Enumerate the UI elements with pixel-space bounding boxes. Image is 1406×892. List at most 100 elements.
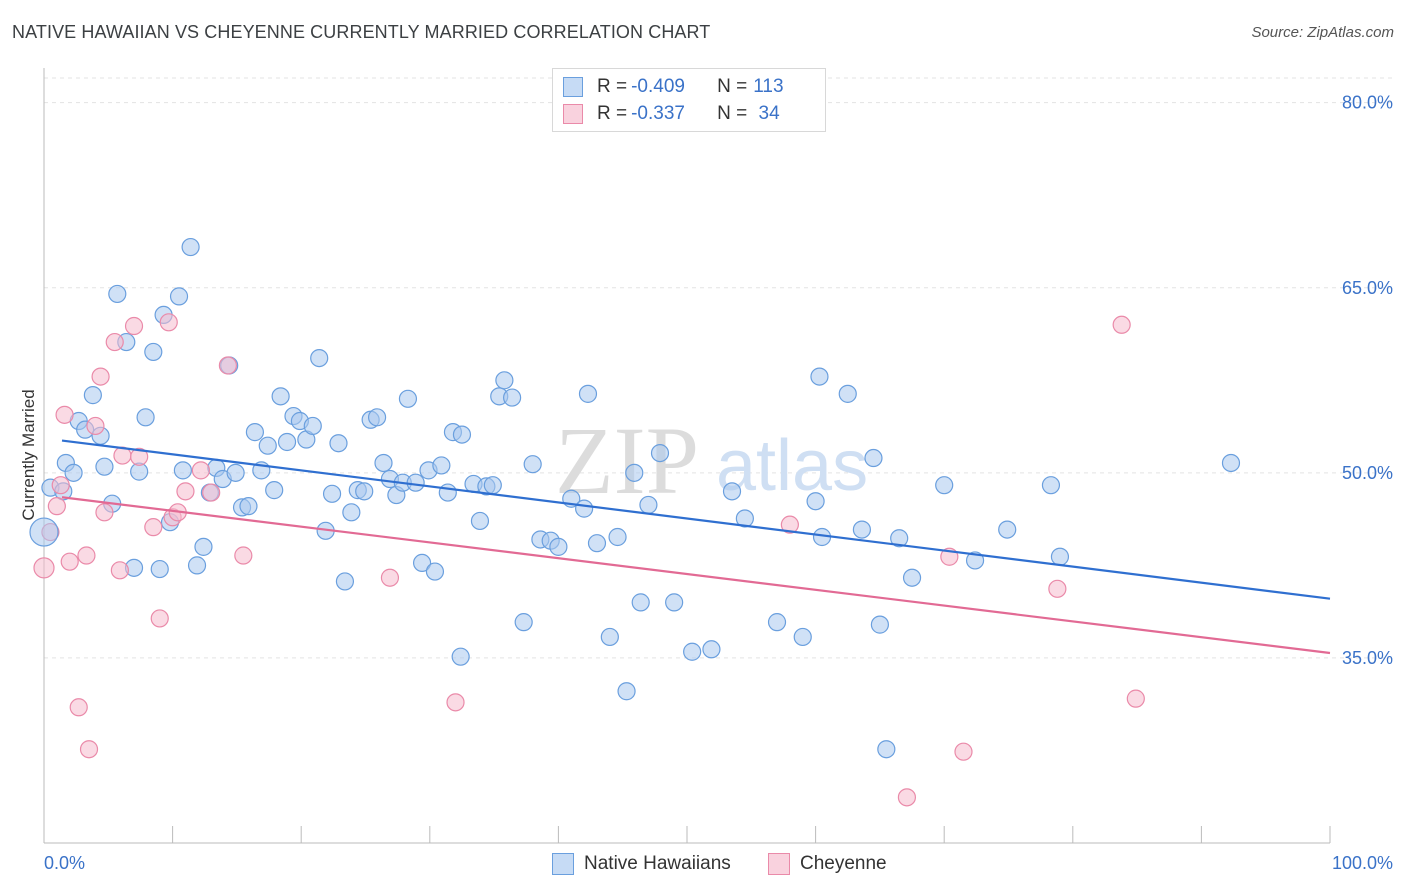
native-hawaiian-point — [432, 456, 451, 475]
native-hawaiian-point — [367, 408, 387, 427]
x-tick-label: 100.0% — [1332, 853, 1393, 873]
native-hawaiian-point — [735, 509, 754, 528]
native-hawaiian-point — [1041, 476, 1061, 495]
native-hawaiian-point — [902, 568, 922, 587]
native-hawaiian-point — [144, 342, 163, 362]
native-hawaiian-point — [187, 556, 207, 575]
native-hawaiian-point — [412, 553, 432, 573]
cheyenne-point — [202, 483, 221, 502]
cheyenne-point — [124, 316, 144, 336]
chart-title: NATIVE HAWAIIAN VS CHEYENNE CURRENTLY MA… — [12, 22, 711, 42]
cheyenne-point — [55, 405, 74, 424]
legend-swatch-blue — [563, 77, 583, 97]
cheyenne-point — [95, 503, 114, 522]
cheyenne-point — [47, 497, 66, 516]
native-hawaiian-point — [600, 627, 619, 647]
cheyenne-point — [77, 546, 96, 565]
cheyenne-point — [446, 693, 465, 712]
r-label: R = — [597, 76, 628, 97]
watermark-atlas: atlas — [716, 426, 868, 506]
cheyenne-point — [954, 742, 973, 761]
native-hawaiian-point — [329, 434, 348, 453]
cheyenne-point — [51, 476, 70, 495]
native-hawaiian-point — [793, 627, 812, 647]
cheyenne-point — [234, 546, 253, 565]
native-hawaiian-point — [64, 463, 83, 482]
native-hawaiian-point — [722, 482, 742, 501]
native-hawaiian-point — [342, 503, 361, 522]
native-hawaiian-point — [608, 527, 627, 547]
native-hawaiian-point — [425, 562, 445, 581]
native-hawaiian-point — [438, 483, 457, 502]
native-hawaiian-point — [495, 371, 514, 390]
native-hawaiian-point — [265, 481, 284, 500]
r-value: -0.337 — [631, 103, 685, 124]
native-hawaiian-point — [650, 443, 670, 463]
native-hawaiian-point — [838, 384, 857, 403]
legend-item-native-hawaiians: Native Hawaiians — [552, 851, 731, 877]
native-hawaiian-point — [549, 537, 568, 556]
native-hawaiian-point — [108, 284, 127, 304]
r-value: -0.409 — [631, 76, 685, 97]
n-value: 113 — [753, 76, 784, 97]
native-hawaiian-point — [864, 448, 883, 468]
n-label: N = — [717, 76, 748, 97]
native-hawaiian-point — [452, 425, 472, 444]
native-hawaiian-point — [503, 388, 522, 407]
native-hawaiian-point — [665, 593, 684, 612]
r-label: R = — [597, 103, 628, 124]
native-hawaiian-point — [810, 367, 829, 386]
cheyenne-point — [144, 518, 163, 537]
cheyenne-point — [1048, 579, 1067, 598]
cheyenne-point — [176, 482, 195, 501]
native-hawaiian-point — [239, 497, 258, 516]
legend-swatch-blue — [552, 853, 574, 875]
native-hawaiian-point — [470, 511, 490, 531]
native-hawaiian-point — [514, 613, 533, 632]
cheyenne-point — [33, 557, 55, 579]
native-hawaiian-point — [890, 529, 909, 548]
native-hawaiian-point — [169, 287, 189, 306]
native-hawaiian-point — [29, 517, 59, 547]
cheyenne-point — [79, 740, 99, 759]
n-value: 34 — [753, 103, 780, 124]
native-hawaiian-point — [1050, 547, 1070, 566]
legend-swatch-pink — [563, 104, 583, 124]
native-hawaiian-point — [303, 416, 322, 436]
native-hawaiian-point — [998, 520, 1017, 539]
y-axis-title: Currently Married — [19, 389, 38, 520]
source-label: Source: ZipAtlas.com — [1251, 24, 1394, 41]
native-hawaiian-point — [398, 389, 418, 408]
cheyenne-point — [380, 568, 400, 587]
native-hawaiian-point — [683, 642, 702, 661]
native-hawaiian-point — [806, 492, 825, 511]
native-hawaiian-point — [258, 436, 277, 455]
native-hawaiian-point — [639, 495, 658, 515]
native-hawaiian-point — [631, 593, 650, 612]
cheyenne-point — [1112, 315, 1131, 334]
native-hawaiian-point — [523, 455, 542, 474]
native-hawaiian-point — [877, 740, 896, 759]
native-hawaiian-point — [625, 463, 644, 482]
native-hawaiian-point — [870, 615, 890, 634]
n-label: N = — [717, 103, 748, 124]
cheyenne-point — [780, 515, 799, 534]
native-hawaiian-point — [617, 682, 636, 701]
legend-item-cheyenne: Cheyenne — [768, 851, 887, 877]
stats-legend: R = -0.409 N = 113 R = -0.337 N = 34 — [552, 68, 826, 132]
cheyenne-point — [159, 313, 178, 332]
native-hawaiian-point — [194, 537, 213, 556]
native-hawaiian-point — [767, 613, 787, 632]
native-hawaiian-point — [355, 482, 374, 501]
cheyenne-point — [218, 356, 237, 375]
native-hawaiian-point — [322, 484, 342, 503]
y-tick-label: 50.0% — [1342, 463, 1393, 483]
native-hawaiian-point — [483, 476, 502, 495]
native-hawaiian-point — [1221, 453, 1241, 473]
y-tick-label: 80.0% — [1342, 93, 1393, 113]
native-hawaiian-point — [587, 534, 607, 553]
native-hawaiian-point — [965, 551, 985, 570]
legend-label: Cheyenne — [800, 853, 887, 874]
cheyenne-point — [86, 416, 105, 436]
